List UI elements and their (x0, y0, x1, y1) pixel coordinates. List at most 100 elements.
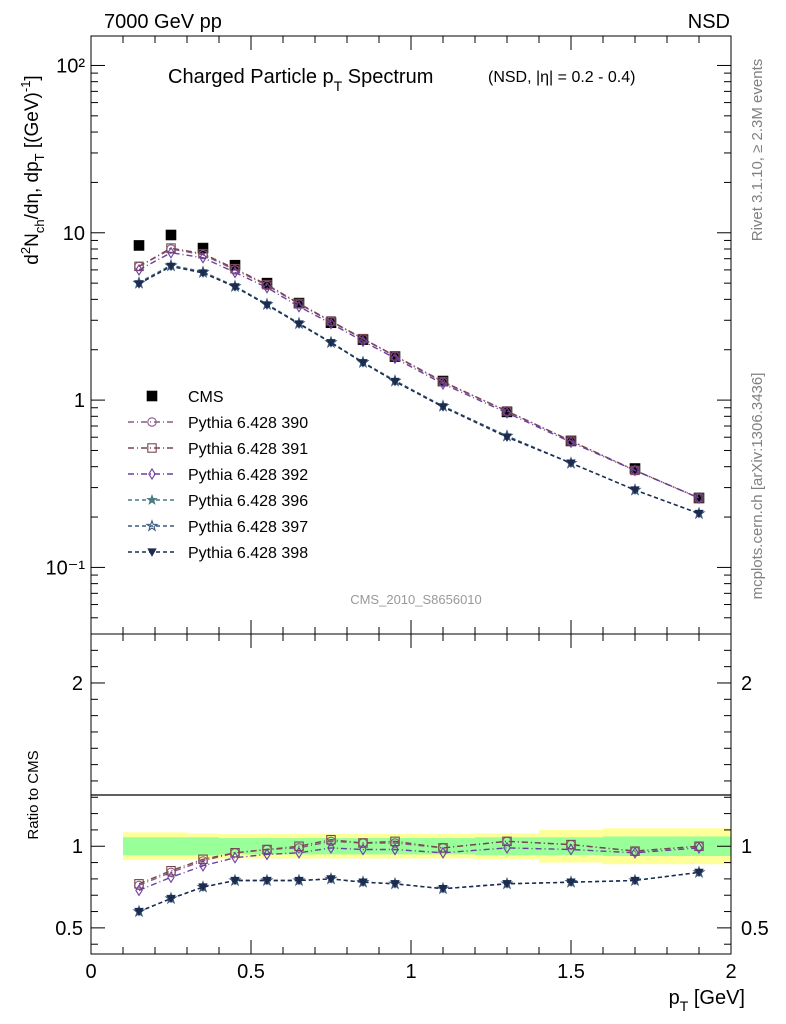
main-series-p392 (135, 246, 703, 505)
band-inner-bin (123, 837, 155, 856)
ratio-series-layer (132, 834, 706, 918)
legend: CMS Pythia 6.428 390 Pythia 6.428 391 Pythi… (128, 389, 308, 562)
xtick-label: 1 (405, 961, 416, 983)
legend-entry-p396: Pythia 6.428 396 (128, 493, 308, 510)
main-ytick-label: 10² (56, 55, 85, 77)
ratio-point (230, 876, 240, 886)
ratio-point (390, 880, 400, 889)
legend-label: Pythia 6.428 397 (188, 519, 308, 536)
ratio-point (231, 851, 239, 864)
main-point (262, 279, 272, 290)
main-point (358, 333, 368, 344)
main-series-p398 (134, 262, 704, 519)
ratio-point (295, 846, 303, 859)
ratio-point (391, 843, 399, 856)
main-point (231, 266, 239, 279)
ratio-point (695, 841, 703, 854)
ratio-point (503, 841, 511, 854)
ratio-ylabel: Ratio to CMS (25, 750, 42, 839)
band-inner-bin (603, 836, 667, 857)
svg-text:d2Nch/dη, dpT [(GeV)-1]: d2Nch/dη, dpT [(GeV)-1] (18, 75, 47, 264)
ratio-series-line (138, 871, 700, 913)
legend-marker (146, 493, 158, 505)
legend-label: Pythia 6.428 396 (188, 493, 308, 510)
legend-marker (147, 443, 157, 453)
main-point (199, 251, 207, 264)
svg-text:Charged Particle pT Spectrum: Charged Particle pT Spectrum (168, 66, 433, 94)
main-panel: 10⁻¹ 1 10 10² (46, 35, 732, 635)
main-point (358, 359, 368, 368)
legend-entry-p392: Pythia 6.428 392 (128, 467, 308, 484)
main-point (230, 283, 240, 292)
band-inner-bin (539, 837, 603, 856)
chart-title: Charged Particle pT Spectrum (NSD, |η| =… (168, 66, 635, 94)
main-point (630, 486, 640, 495)
legend-label: Pythia 6.428 398 (188, 545, 308, 562)
main-point (503, 406, 511, 419)
source-label: mcplots.cern.ch [arXiv:1306.3436] (749, 373, 766, 600)
ratio-point (502, 880, 512, 889)
ratio-series-p396 (133, 866, 705, 917)
main-point (631, 464, 639, 477)
main-point (198, 269, 208, 278)
legend-entry-p398: Pythia 6.428 398 (128, 545, 308, 562)
ratio-point (438, 843, 448, 853)
legend-label: Pythia 6.428 392 (188, 467, 308, 484)
main-point (439, 377, 447, 390)
ratio-point (326, 834, 336, 845)
ratio-point (566, 878, 576, 887)
main-series-layer (132, 229, 706, 520)
ratio-ytick-label-right: 1 (741, 836, 752, 858)
ratio-series-line (138, 871, 700, 913)
main-point (167, 246, 175, 259)
ratio-point (198, 883, 208, 892)
xaxis-label: pT [GeV] (669, 987, 745, 1014)
ratio-point (390, 836, 400, 847)
legend-entry-cms: CMS (146, 389, 224, 406)
ratio-point (631, 846, 639, 859)
main-point (438, 403, 448, 412)
band-inner-bin (315, 838, 347, 855)
title-main-tail: Spectrum (342, 66, 433, 88)
main-point (695, 491, 703, 505)
main-point (135, 263, 143, 276)
legend-entry-p390: Pythia 6.428 390 (128, 415, 308, 432)
legend-entry-p391: Pythia 6.428 391 (128, 441, 308, 458)
title-main: Charged Particle p (168, 66, 334, 88)
band-inner-bin (187, 837, 219, 856)
ratio-ytick-label-right: 0.5 (741, 918, 769, 940)
legend-marker (146, 390, 158, 402)
main-point (133, 240, 145, 251)
legend-label: Pythia 6.428 390 (188, 415, 308, 432)
main-point (262, 301, 272, 310)
ratio-point (230, 848, 240, 858)
main-point (502, 433, 512, 443)
main-ytick-label: 10 (63, 223, 85, 245)
main-point (438, 376, 448, 387)
ratio-uncertainty-band (123, 828, 731, 865)
main-series-line (138, 247, 700, 499)
ratio-ytick-label: 2 (72, 673, 83, 695)
ratio-panel: 0.5 0.51 12 20 0.5 1 1.5 2 (55, 633, 769, 983)
energy-label: 7000 GeV pp (104, 11, 222, 33)
main-series-line (138, 251, 700, 499)
ratio-point (198, 854, 208, 865)
ratio-point (166, 865, 176, 876)
ratio-point (134, 907, 144, 917)
ratio-series-p397 (132, 865, 706, 918)
ratio-point (135, 884, 143, 897)
main-point (694, 509, 704, 519)
main-point (166, 243, 176, 253)
main-point (567, 436, 575, 449)
ratio-point (439, 846, 447, 859)
ratio-point (199, 859, 207, 872)
xtick-label: 0.5 (237, 961, 265, 983)
legend-label: Pythia 6.428 391 (188, 441, 308, 458)
ratio-series-p398 (134, 868, 704, 917)
ratio-frame (90, 633, 732, 955)
legend-marker (147, 548, 157, 557)
rivet-label: Rivet 3.1.10, ≥ 2.3M events (749, 59, 766, 242)
main-series-p390 (134, 244, 704, 503)
main-ytick-label: 10⁻¹ (46, 557, 86, 579)
